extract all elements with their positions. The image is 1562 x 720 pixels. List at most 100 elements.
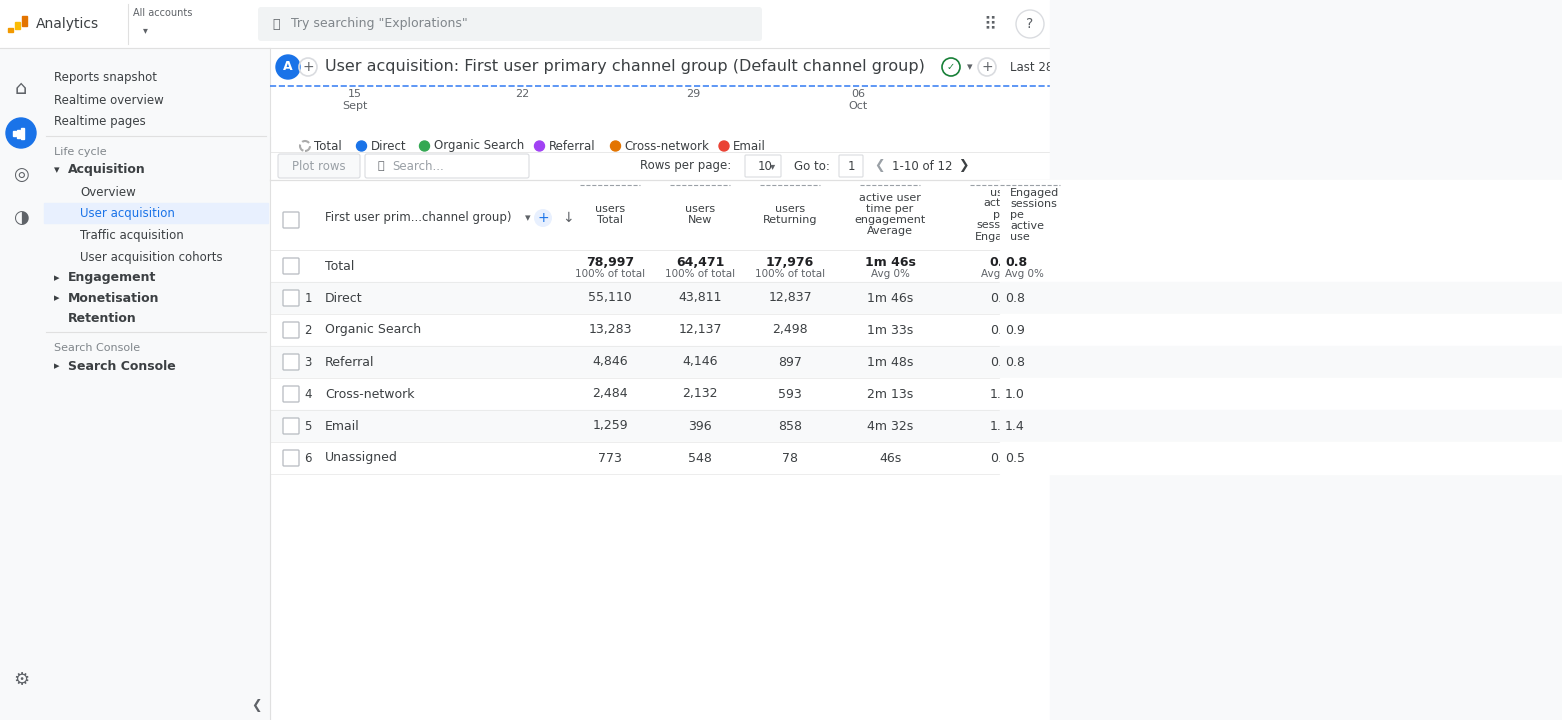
Text: Reports snapshot: Reports snapshot xyxy=(55,71,158,84)
Text: 1.0: 1.0 xyxy=(1004,387,1025,400)
Text: +: + xyxy=(981,60,993,74)
Text: 2,484: 2,484 xyxy=(592,387,628,400)
Text: 29: 29 xyxy=(686,89,700,99)
Text: +: + xyxy=(301,60,314,74)
Bar xyxy=(22,16,27,26)
Circle shape xyxy=(6,118,36,148)
Text: Email: Email xyxy=(325,420,359,433)
Text: ↓: ↓ xyxy=(562,211,573,225)
Bar xyxy=(270,250,1562,282)
Text: ⚙: ⚙ xyxy=(12,671,30,689)
Text: User acquisition: First user primary channel group (Default channel group): User acquisition: First user primary cha… xyxy=(325,60,925,74)
Text: Engaged: Engaged xyxy=(975,232,1025,241)
FancyBboxPatch shape xyxy=(283,418,298,434)
FancyBboxPatch shape xyxy=(283,354,298,370)
Text: 4,146: 4,146 xyxy=(683,356,719,369)
Text: ◎: ◎ xyxy=(12,166,28,184)
Bar xyxy=(1000,346,1562,378)
Text: pe: pe xyxy=(993,210,1007,220)
Text: Realtime pages: Realtime pages xyxy=(55,115,145,128)
Text: 897: 897 xyxy=(778,356,801,369)
Text: 17,976: 17,976 xyxy=(765,256,814,269)
Text: Monetisation: Monetisation xyxy=(69,292,159,305)
Text: 6: 6 xyxy=(305,451,312,464)
Text: Returning: Returning xyxy=(762,215,817,225)
Text: Traffic acquisition: Traffic acquisition xyxy=(80,228,184,241)
Text: +: + xyxy=(537,211,548,225)
Text: use: use xyxy=(1011,232,1029,242)
Text: 64,471: 64,471 xyxy=(676,256,725,269)
Text: users: users xyxy=(686,204,715,214)
Text: User acquisition cohorts: User acquisition cohorts xyxy=(80,251,223,264)
Text: Search Console: Search Console xyxy=(55,343,141,353)
Text: ▾: ▾ xyxy=(525,213,531,223)
Text: 1.4: 1.4 xyxy=(1004,420,1025,433)
Bar xyxy=(17,130,20,138)
Text: 1m 46s: 1m 46s xyxy=(867,292,914,305)
FancyBboxPatch shape xyxy=(258,7,762,41)
Text: 4,846: 4,846 xyxy=(592,356,628,369)
FancyBboxPatch shape xyxy=(278,154,359,178)
Text: Try searching "Explorations": Try searching "Explorations" xyxy=(291,17,467,30)
Text: 4m 32s: 4m 32s xyxy=(867,420,914,433)
Text: 773: 773 xyxy=(598,451,622,464)
Text: Search Console: Search Console xyxy=(69,359,177,372)
Text: 78: 78 xyxy=(783,451,798,464)
Text: ❮: ❮ xyxy=(251,700,261,713)
Text: 12,137: 12,137 xyxy=(678,323,722,336)
Bar xyxy=(270,86,1562,136)
Text: 548: 548 xyxy=(689,451,712,464)
Text: 78,997: 78,997 xyxy=(586,256,634,269)
FancyBboxPatch shape xyxy=(283,290,298,306)
Text: Organic Search: Organic Search xyxy=(325,323,422,336)
Text: Realtime overview: Realtime overview xyxy=(55,94,164,107)
Circle shape xyxy=(719,141,729,151)
Bar xyxy=(1000,314,1562,346)
Text: Analytics: Analytics xyxy=(36,17,98,31)
FancyBboxPatch shape xyxy=(745,155,781,177)
FancyBboxPatch shape xyxy=(283,258,298,274)
Text: 5: 5 xyxy=(305,420,312,433)
Bar xyxy=(270,282,1562,314)
Text: User acquisition: User acquisition xyxy=(80,207,175,220)
Text: 100% of total: 100% of total xyxy=(665,269,736,279)
FancyBboxPatch shape xyxy=(283,212,298,228)
Text: A: A xyxy=(283,60,292,73)
Bar xyxy=(20,128,23,139)
Text: 1m 33s: 1m 33s xyxy=(867,323,914,336)
Text: 0.5: 0.5 xyxy=(990,451,1011,464)
Text: 🔍: 🔍 xyxy=(272,17,280,30)
Bar xyxy=(44,203,269,223)
Text: users: users xyxy=(595,204,625,214)
Text: ⠿: ⠿ xyxy=(984,15,997,33)
Text: ⌂: ⌂ xyxy=(14,78,27,97)
Text: users: users xyxy=(775,204,804,214)
Bar xyxy=(1000,378,1562,410)
Text: engagement: engagement xyxy=(854,215,926,225)
Bar xyxy=(8,28,12,32)
Text: Avg 0%: Avg 0% xyxy=(1004,269,1043,279)
Text: New: New xyxy=(687,215,712,225)
Text: Referral: Referral xyxy=(325,356,375,369)
Text: ▸: ▸ xyxy=(55,361,59,371)
Text: ▸: ▸ xyxy=(55,273,59,283)
Text: 13,283: 13,283 xyxy=(589,323,631,336)
Text: 2m 13s: 2m 13s xyxy=(867,387,914,400)
Bar xyxy=(270,180,1562,250)
Bar xyxy=(42,48,270,720)
FancyBboxPatch shape xyxy=(283,322,298,338)
FancyBboxPatch shape xyxy=(283,386,298,402)
Bar xyxy=(270,314,1562,346)
Bar xyxy=(0,0,1562,48)
Text: 0.8: 0.8 xyxy=(990,356,1011,369)
Text: Cross-network: Cross-network xyxy=(325,387,414,400)
Text: time per: time per xyxy=(867,204,914,214)
Text: 100% of total: 100% of total xyxy=(754,269,825,279)
Text: 1m 48s: 1m 48s xyxy=(867,356,914,369)
Text: 22: 22 xyxy=(515,89,530,99)
Bar xyxy=(16,22,20,29)
Text: 0.8: 0.8 xyxy=(989,256,1011,269)
Text: active user: active user xyxy=(859,193,922,203)
Text: 46s: 46s xyxy=(879,451,901,464)
Bar xyxy=(270,378,1562,410)
